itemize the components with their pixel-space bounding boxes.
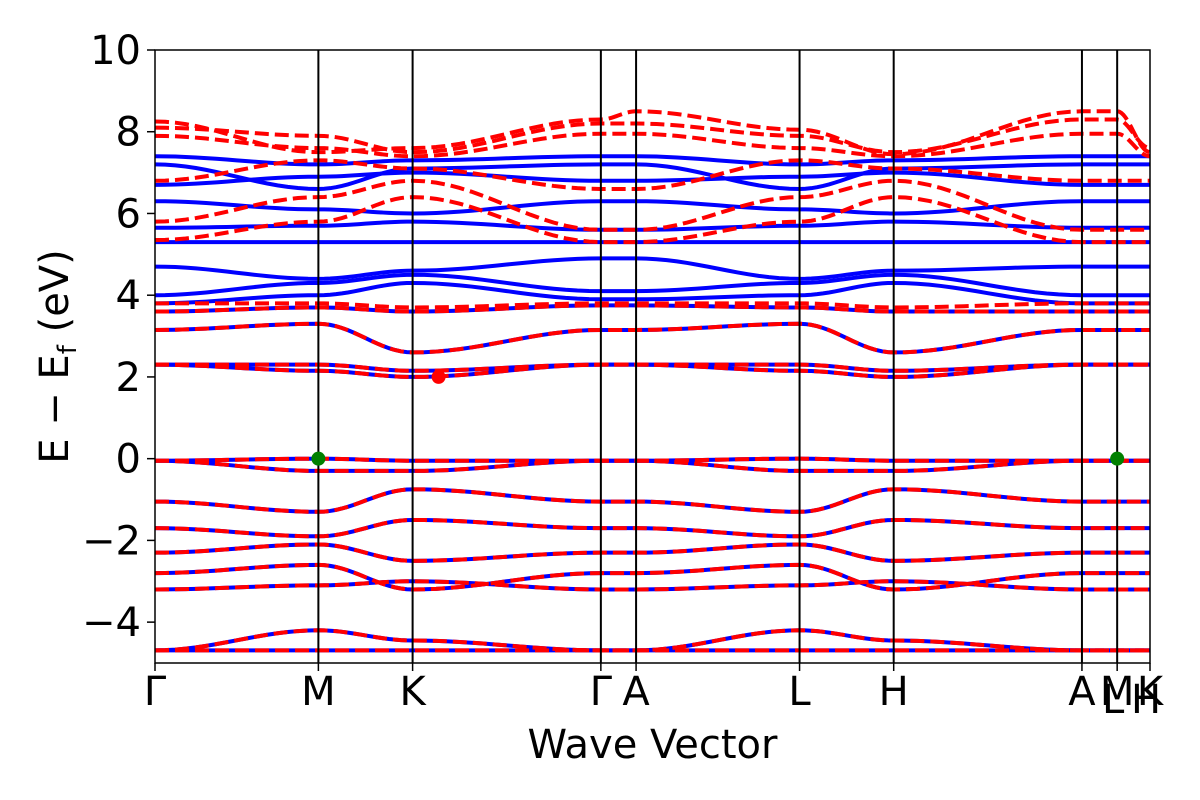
x-tick-label-K: K [399,669,427,715]
y-axis-label-unit: (eV) [32,249,78,345]
x-axis-ticks: Γ M K Γ A L H A ML KH [144,663,1165,723]
plot-frame [154,49,1151,664]
spin-down-band-5 [155,517,1150,539]
x-tick-sublabel-L: L [1102,677,1125,723]
spin-down-band-19 [155,109,1150,157]
spin-down-band-2 [155,579,1150,592]
spin-down-band-16 [155,158,1150,191]
spin-up-band-21 [155,154,1150,167]
x-axis-label: Wave Vector [528,722,779,768]
y-axis-ticks: −4 −2 0 2 4 6 8 10 [82,28,155,646]
x-tick-label-K: K [1137,669,1165,715]
spin-down-band-6 [155,487,1150,514]
y-tick-label: 10 [90,28,141,74]
spin-up-band-17 [155,219,1150,232]
spin-up-band-14 [155,272,1150,298]
x-tick-label-A: A [622,669,650,715]
spin-down-band-8 [155,458,1150,473]
x-tick-label-Γ: Γ [144,669,167,715]
spin-down-band-11 [155,321,1150,355]
spin-down-band-17 [155,131,1150,159]
x-tick-label-M: M [301,669,336,715]
band-lines [155,109,1150,653]
x-tick-label-M: M [1100,669,1135,715]
y-tick-label: −2 [82,518,141,564]
spin-up-band-5 [155,517,1150,539]
spin-down-band-15 [155,178,1150,232]
x-tick-sublabel-H: H [1131,677,1161,723]
spin-down-band-10 [155,362,1150,373]
y-tick-label: 8 [116,110,141,156]
y-tick-label: −4 [82,600,141,646]
spin-down-band-14 [155,195,1150,245]
y-axis-label-main: E − E [32,354,78,464]
high-symmetry-lines [317,50,1119,663]
y-axis-label-subscript: f [53,344,83,354]
y-tick-label: 0 [116,437,141,483]
highlight-point-2 [431,369,446,384]
y-tick-label: 6 [116,191,141,237]
spin-up-band-15 [155,256,1150,281]
x-tick-label-L: L [788,669,811,715]
spin-up-band-4 [155,542,1150,563]
spin-down-band-4 [155,542,1150,563]
spin-down-band-12 [155,303,1150,314]
y-tick-label: 2 [116,355,141,401]
spin-down-band-1 [155,628,1150,653]
spin-down-band-3 [155,562,1150,592]
highlight-points [311,369,1125,466]
x-tick-label-A: A [1068,669,1096,715]
spin-down-band-18 [155,117,1150,155]
highlight-point-0 [311,451,326,466]
spin-down-band-13 [155,301,1150,310]
x-tick-label-H: H [879,669,909,715]
y-axis-label: E − Ef (eV) [32,249,83,464]
y-tick-label: 4 [116,273,141,319]
x-tick-label-Γ: Γ [590,669,613,715]
highlight-point-1 [1110,451,1125,466]
